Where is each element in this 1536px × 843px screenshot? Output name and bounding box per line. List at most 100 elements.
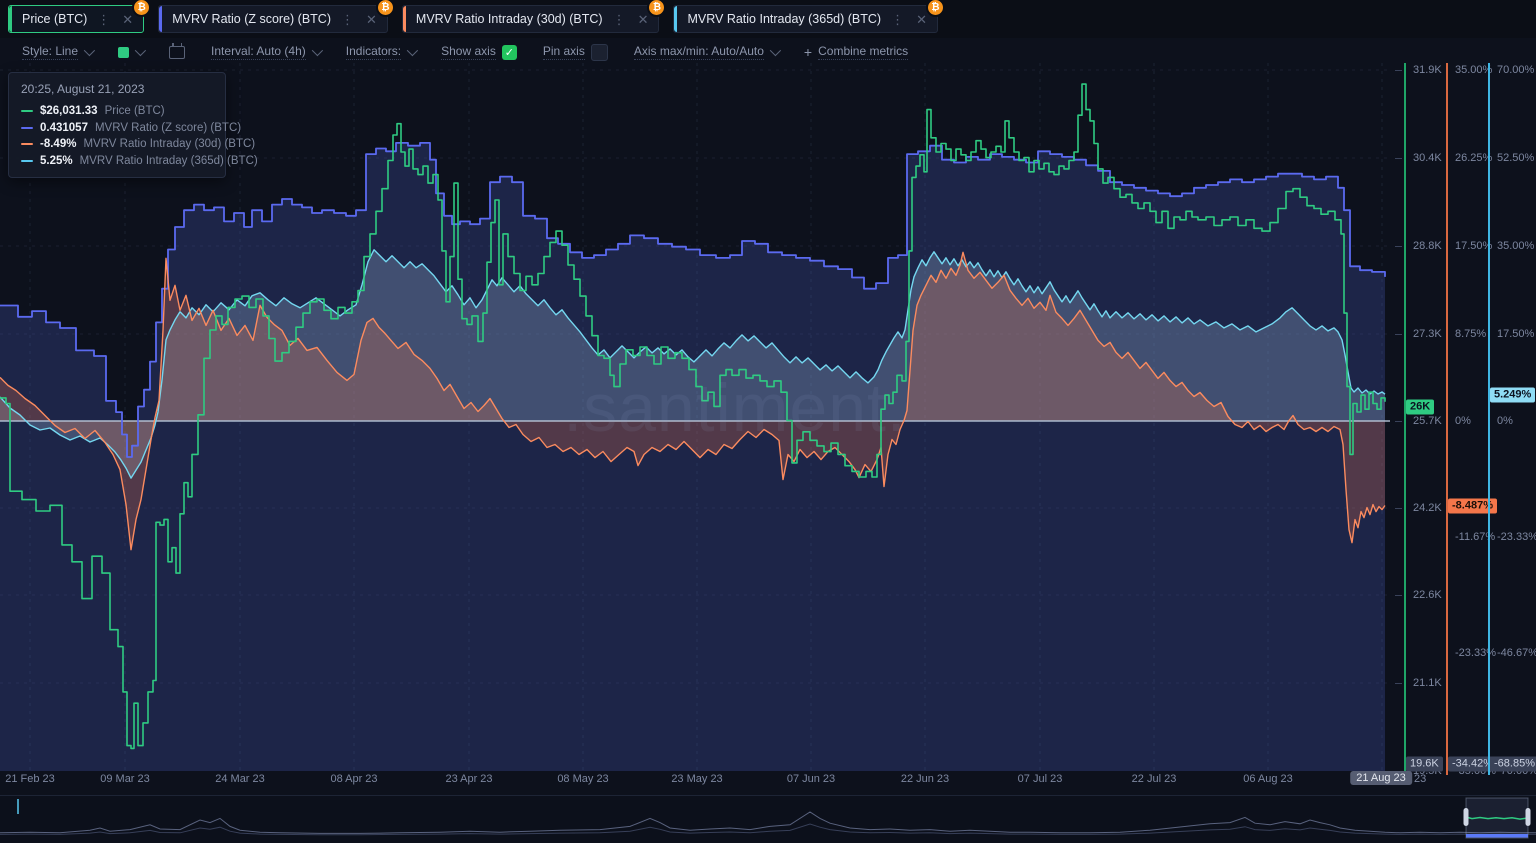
chevron-down-icon: [311, 44, 323, 57]
date-tick: 22 Jul 23: [1131, 773, 1177, 785]
close-icon[interactable]: ✕: [366, 11, 377, 27]
main-chart[interactable]: [0, 63, 1396, 775]
price-axis-line[interactable]: [1404, 63, 1406, 775]
mvrv-30d-axis-min-badge: -34.42%: [1448, 756, 1497, 772]
tooltip-timestamp: 20:25, August 21, 2023: [21, 82, 145, 96]
mvrv-365d-axis-tick: -46.67%: [1497, 647, 1536, 659]
tab-label: MVRV Ratio (Z score) (BTC): [172, 12, 332, 26]
axis-tick-mark: [1395, 508, 1402, 509]
tooltip-row: 0.431057 MVRV Ratio (Z score) (BTC): [21, 121, 241, 134]
price-axis-tick: 30.4K: [1413, 152, 1442, 164]
navigator-right-handle[interactable]: [1525, 808, 1531, 826]
mvrv-30d-axis-tick: 8.75%: [1455, 328, 1487, 340]
price-axis-tick: 21.1K: [1413, 677, 1442, 689]
tab-mvrv-ratio-intraday-30d-btc-[interactable]: MVRV Ratio Intraday (30d) (BTC) ⋮ ✕ ₿: [401, 0, 667, 33]
date-tick: 08 May 23: [557, 773, 609, 785]
chevron-down-icon: [769, 44, 781, 57]
bitcoin-badge-icon: ₿: [375, 0, 395, 17]
price-axis-tick: 24.2K: [1413, 502, 1442, 514]
mvrv-365d-axis-current-value-badge: 5.249%: [1490, 387, 1536, 403]
mvrv-30d-axis-tick: -23.33%: [1455, 647, 1496, 659]
axis-maxmin-label: Axis max/min: Auto/Auto: [633, 44, 764, 60]
kebab-menu-icon[interactable]: ⋮: [341, 11, 355, 27]
price-axis-min-badge: 19.6K: [1406, 756, 1443, 772]
mvrv-365d-axis-line[interactable]: [1488, 63, 1490, 775]
date-tick: 07 Jul 23: [1017, 773, 1063, 785]
interval-dropdown[interactable]: Interval: Auto (4h): [211, 44, 323, 60]
tooltip-row: 5.25% MVRV Ratio Intraday (365d) (BTC): [21, 154, 258, 167]
indicators-label: Indicators:: [345, 44, 402, 60]
chevron-down-icon: [406, 44, 419, 57]
tab-mvrv-ratio-intraday-365d-btc-[interactable]: MVRV Ratio Intraday (365d) (BTC) ⋮ ✕ ₿: [673, 0, 945, 33]
mvrv-30d-axis-line[interactable]: [1446, 63, 1448, 775]
mvrv-30d-axis-tick: 26.25%: [1455, 152, 1493, 164]
tooltip-row: -8.49% MVRV Ratio Intraday (30d) (BTC): [21, 138, 255, 150]
indicators-dropdown[interactable]: Indicators:: [345, 44, 419, 60]
mvrv-365d-axis-tick: 35.00%: [1497, 240, 1535, 252]
tab-mvrv-ratio-z-score-btc-[interactable]: MVRV Ratio (Z score) (BTC) ⋮ ✕ ₿: [158, 0, 395, 33]
date-tick: 08 Apr 23: [330, 773, 378, 785]
show-axis-label: Show axis: [441, 44, 496, 60]
mvrv-30d-axis-tick: 17.50%: [1455, 240, 1493, 252]
date-tick: 23 May 23: [671, 773, 723, 785]
close-icon[interactable]: ✕: [122, 11, 134, 27]
mvrv-30d-axis-tick: 0%: [1455, 415, 1471, 427]
price-axis-current-value-badge: 26K: [1406, 399, 1435, 415]
navigator-left-handle[interactable]: [1463, 808, 1469, 826]
tooltip-label: MVRV Ratio Intraday (30d) (BTC): [83, 138, 256, 150]
axis-tick-mark: [1395, 595, 1402, 596]
navigator-selection[interactable]: [1463, 797, 1531, 839]
mvrv-30d-axis-tick: -11.67%: [1455, 531, 1496, 543]
current-date-badge: 21 Aug 23: [1350, 771, 1412, 785]
tab-accent: [9, 6, 12, 32]
axis-tick-mark: [1395, 158, 1402, 159]
close-icon[interactable]: ✕: [637, 11, 649, 27]
color-swatch-dropdown[interactable]: [118, 44, 147, 58]
mvrv-365d-axis-tick: 52.50%: [1497, 152, 1535, 164]
pin-axis-label: Pin axis: [542, 44, 585, 60]
price-axis-tick: 25.7K: [1413, 415, 1442, 427]
bitcoin-badge-icon: ₿: [925, 0, 945, 17]
tooltip-value: -8.49%: [40, 138, 77, 150]
chart-navigator[interactable]: [0, 795, 1536, 843]
show-axis-toggle[interactable]: Show axis ✓: [441, 44, 517, 60]
tooltip-label: MVRV Ratio Intraday (365d) (BTC): [79, 154, 258, 167]
pin-axis-checkbox[interactable]: [590, 43, 608, 61]
combine-metrics-button[interactable]: + Combine metrics: [803, 44, 909, 60]
calendar-button[interactable]: [169, 42, 186, 59]
tooltip-label: MVRV Ratio (Z score) (BTC): [94, 121, 242, 134]
tab-accent: [159, 6, 163, 32]
kebab-menu-icon[interactable]: ⋮: [97, 11, 111, 27]
mvrv-365d-axis-min-badge: -68.85%: [1490, 756, 1536, 772]
price-axis-tick: 28.8K: [1413, 240, 1442, 252]
series-dash-icon: [21, 143, 33, 145]
date-tick: 24 Mar 23: [215, 773, 265, 785]
tab-label: Price (BTC): [22, 12, 88, 26]
style-label: Style: Line: [22, 44, 79, 60]
price-axis-tick: 31.9K: [1413, 64, 1442, 76]
plus-icon: +: [803, 44, 813, 60]
pin-axis-toggle[interactable]: Pin axis: [542, 43, 608, 61]
chevron-down-icon: [134, 44, 147, 57]
tooltip-value: 5.25%: [40, 154, 73, 167]
date-tick: 07 Jun 23: [786, 773, 836, 785]
metric-tab-bar: Price (BTC) ⋮ ✕ ₿ MVRV Ratio (Z score) (BTC)…: [0, 0, 1536, 38]
date-tick-partial: 23: [1414, 773, 1427, 785]
mvrv-365d-axis-tick: -23.33%: [1497, 531, 1536, 543]
date-tick: 22 Jun 23: [900, 773, 950, 785]
axis-tick-mark: [1395, 246, 1402, 247]
show-axis-checkbox[interactable]: ✓: [501, 44, 517, 60]
interval-label: Interval: Auto (4h): [211, 44, 306, 60]
chart-tooltip: 20:25, August 21, 2023 $26,031.33 Price (…: [8, 72, 258, 178]
mvrv-30d-axis-tick: 35.00%: [1455, 64, 1493, 76]
tab-price-btc-[interactable]: Price (BTC) ⋮ ✕ ₿: [8, 0, 152, 33]
kebab-menu-icon[interactable]: ⋮: [612, 11, 626, 27]
bitcoin-badge-icon: ₿: [647, 0, 667, 17]
tooltip-value: 0.431057: [40, 121, 88, 134]
tab-label: MVRV Ratio Intraday (30d) (BTC): [415, 12, 603, 26]
axis-maxmin-dropdown[interactable]: Axis max/min: Auto/Auto: [633, 44, 781, 60]
kebab-menu-icon[interactable]: ⋮: [891, 11, 905, 27]
style-dropdown[interactable]: Style: Line: [22, 44, 96, 60]
close-icon[interactable]: ✕: [916, 11, 927, 27]
